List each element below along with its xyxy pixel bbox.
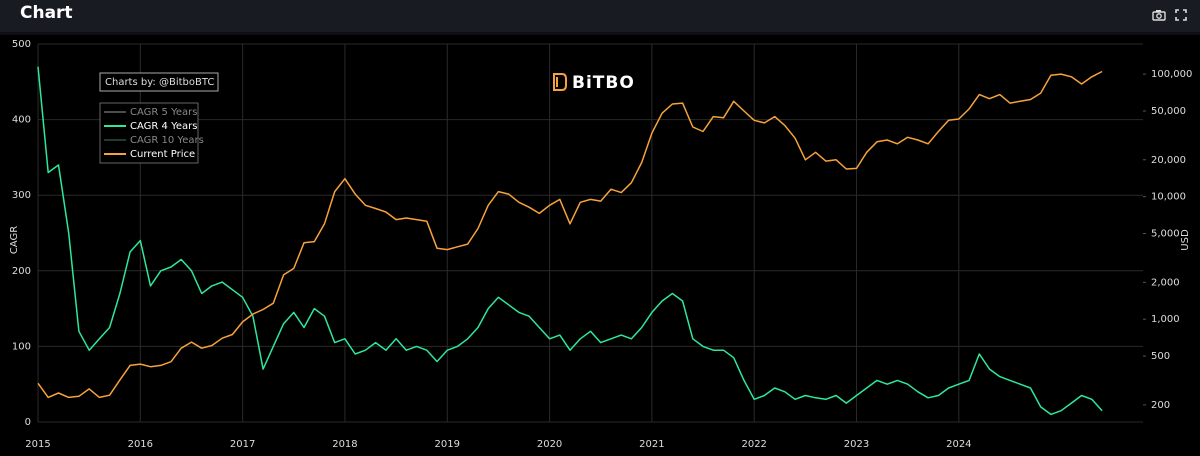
x-tick-label: 2024 [946,439,971,450]
annotation-box [99,72,219,92]
legend-label[interactable]: Current Price [130,149,195,160]
y2-tick-label: 20,000 [1151,155,1186,166]
y2-tick-label: 100,000 [1151,69,1192,80]
x-tick-label: 2022 [741,439,766,450]
y2-tick-label: 1,000 [1151,314,1180,325]
x-tick-label: 2023 [844,439,869,450]
fullscreen-button[interactable] [1175,9,1187,21]
x-tick-label: 2016 [128,439,153,450]
legend-label[interactable]: CAGR 4 Years [130,121,197,132]
x-tick-label: 2018 [332,439,357,450]
x-tick-label: 2019 [435,439,460,450]
y-tick-label: 500 [12,39,31,50]
y2-tick-label: 10,000 [1151,192,1186,203]
y-tick-label: 400 [12,115,31,126]
legend-label[interactable]: CAGR 5 Years [130,107,197,118]
x-tick-label: 2017 [230,439,255,450]
y2-axis-title: USD [1180,229,1191,251]
y2-tick-label: 50,000 [1151,106,1186,117]
chart: CAGR USD 2015 2016 2017 2018 2019 2020 2021 202… [9,39,1192,450]
y-tick-label: 0 [25,417,31,428]
header-title: Chart [20,3,73,23]
y2-tick-label: 5,000 [1151,229,1180,240]
annotation: Charts by: @BitboBTC [105,77,214,88]
logo: BiTBO [572,73,635,93]
legend-label[interactable]: CAGR 10 Years [130,135,204,146]
y2-tick-label: 200 [1151,400,1170,411]
x-tick-label: 2020 [537,439,562,450]
x-tick-label: 2015 [25,439,50,450]
header: Chart [0,0,1200,35]
y-axis-title: CAGR [9,226,20,254]
y-tick-label: 300 [12,190,31,201]
y-tick-label: 200 [12,266,31,277]
logo-icon [553,73,567,91]
y2-tick-label: 2,000 [1151,277,1180,288]
camera-button[interactable] [1152,9,1166,21]
x-tick-label: 2021 [639,439,664,450]
y2-tick-label: 500 [1151,351,1170,362]
y-tick-label: 100 [12,341,31,352]
series-line [37,66,1103,416]
series-line [37,70,1103,399]
